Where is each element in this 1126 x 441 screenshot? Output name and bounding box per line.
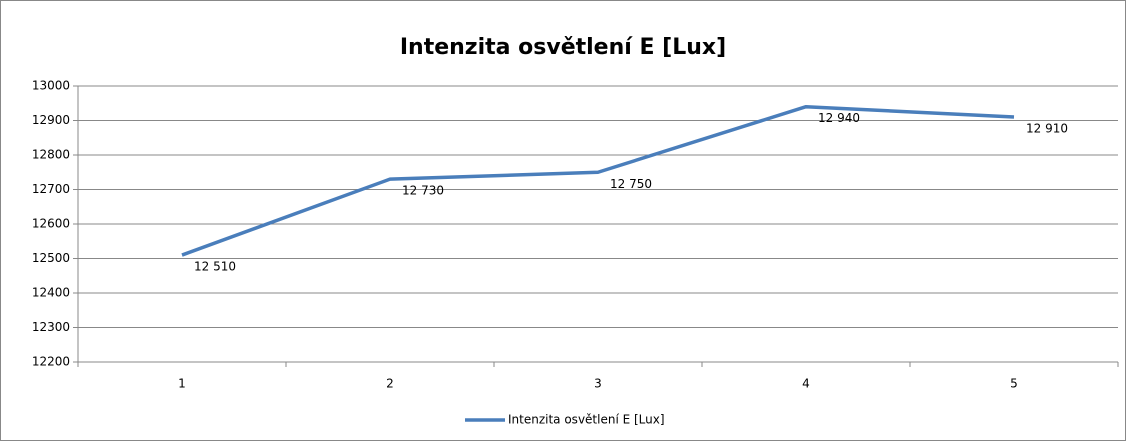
y-tick-label: 12300 — [32, 320, 70, 334]
chart-title: Intenzita osvětlení E [Lux] — [400, 35, 726, 60]
data-label: 12 750 — [610, 177, 652, 191]
data-label: 12 510 — [194, 260, 236, 274]
legend-label: Intenzita osvětlení E [Lux] — [508, 413, 665, 427]
y-tick-label: 12600 — [32, 217, 70, 231]
y-tick-label: 12200 — [32, 355, 70, 369]
x-tick-label: 3 — [594, 377, 602, 391]
data-label: 12 730 — [402, 184, 444, 198]
x-tick-label: 1 — [178, 377, 186, 391]
x-tick-label: 4 — [802, 377, 810, 391]
y-tick-label: 12500 — [32, 251, 70, 265]
y-tick-label: 12900 — [32, 113, 70, 127]
x-tick-label: 5 — [1010, 377, 1018, 391]
data-label: 12 910 — [1026, 122, 1068, 136]
y-tick-label: 12400 — [32, 286, 70, 300]
x-tick-label: 2 — [386, 377, 394, 391]
y-tick-label: 13000 — [32, 79, 70, 93]
y-tick-label: 12700 — [32, 182, 70, 196]
series-line — [181, 104, 1015, 257]
y-tick-label: 12800 — [32, 148, 70, 162]
data-label: 12 940 — [818, 111, 860, 125]
